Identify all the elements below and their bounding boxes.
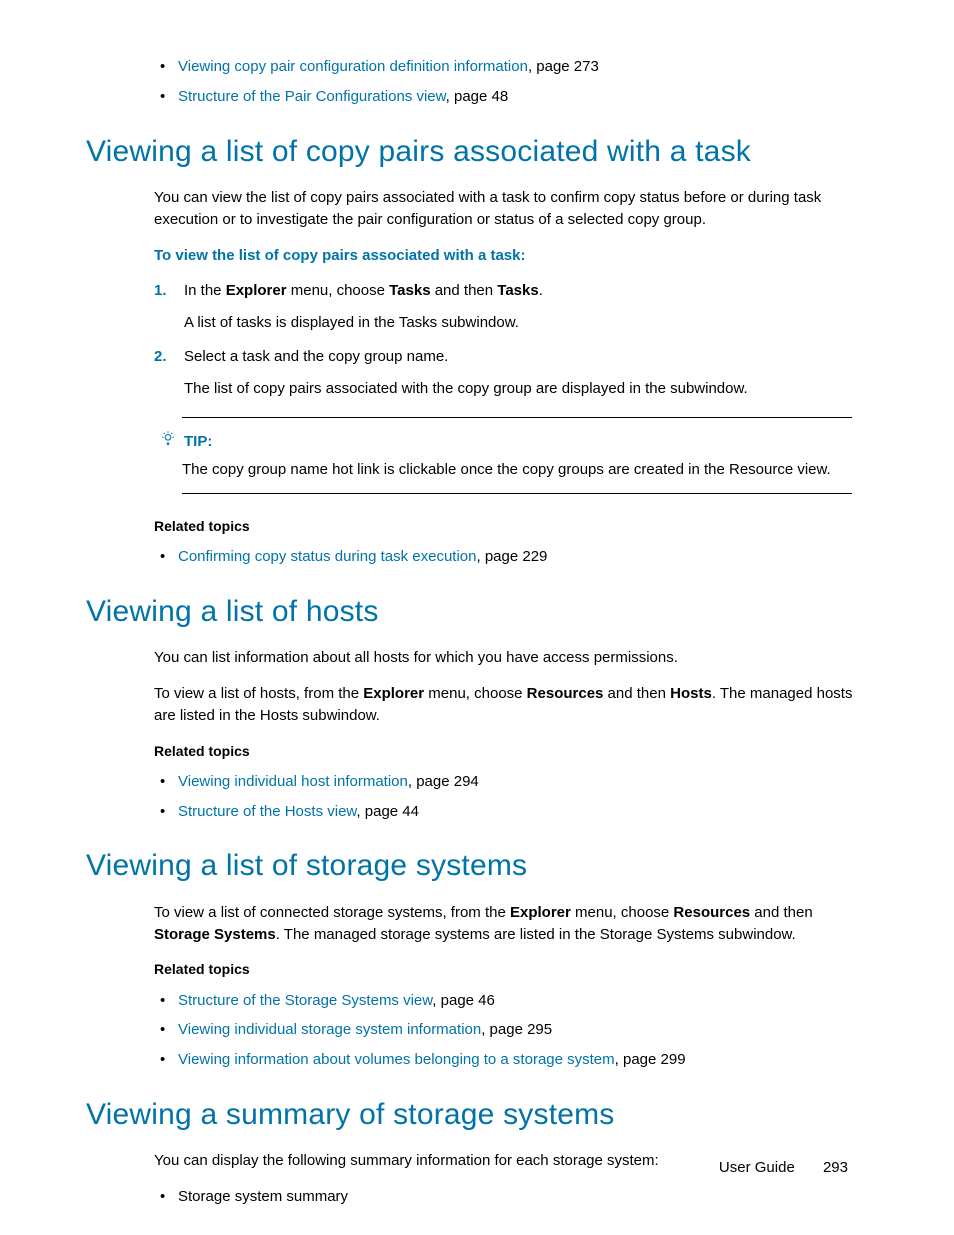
procedure-steps: In the Explorer menu, choose Tasks and t… [154, 280, 868, 399]
xref-link[interactable]: Confirming copy status during task execu… [178, 548, 476, 565]
xref-link[interactable]: Viewing copy pair configuration definiti… [178, 58, 528, 75]
list-item: Viewing information about volumes belong… [154, 1049, 868, 1071]
step-text: In the Explorer menu, choose Tasks and t… [184, 282, 543, 299]
xref-link[interactable]: Viewing information about volumes belong… [178, 1051, 615, 1068]
list-item: Viewing copy pair configuration definiti… [154, 56, 868, 78]
xref-link[interactable]: Structure of the Pair Configurations vie… [178, 88, 446, 105]
tip-label: TIP: [184, 431, 212, 453]
xref-link[interactable]: Viewing individual storage system inform… [178, 1021, 481, 1038]
page-number: 293 [823, 1159, 848, 1176]
page-ref: , page 48 [446, 88, 509, 105]
list-item: Structure of the Pair Configurations vie… [154, 86, 868, 108]
xref-link[interactable]: Structure of the Hosts view [178, 803, 356, 820]
footer-label: User Guide [719, 1159, 795, 1176]
list-item: Confirming copy status during task execu… [154, 546, 868, 568]
tip-icon [160, 430, 176, 453]
section-heading: Viewing a list of hosts [86, 590, 868, 634]
xref-link[interactable]: Structure of the Storage Systems view [178, 992, 432, 1009]
page-ref: , page 299 [615, 1051, 686, 1068]
related-topics-heading: Related topics [154, 741, 868, 761]
page-ref: , page 294 [408, 773, 479, 790]
page-ref: , page 46 [432, 992, 495, 1009]
tip-box: TIP: The copy group name hot link is cli… [182, 417, 852, 494]
section-heading: Viewing a list of storage systems [86, 844, 868, 888]
step-text: Select a task and the copy group name. [184, 348, 448, 365]
tip-rule [182, 493, 852, 494]
body-paragraph: To view a list of hosts, from the Explor… [154, 683, 868, 727]
tip-body: The copy group name hot link is clickabl… [182, 459, 852, 481]
list-item: Viewing individual storage system inform… [154, 1019, 868, 1041]
list-item: Structure of the Hosts view, page 44 [154, 801, 868, 823]
page-ref: , page 44 [356, 803, 419, 820]
procedure-intro: To view the list of copy pairs associate… [154, 245, 868, 267]
step: In the Explorer menu, choose Tasks and t… [154, 280, 868, 334]
intro-paragraph: You can view the list of copy pairs asso… [154, 187, 868, 231]
section-heading: Viewing a list of copy pairs associated … [86, 130, 868, 174]
list-item: Structure of the Storage Systems view, p… [154, 990, 868, 1012]
related-topics-list: Structure of the Storage Systems view, p… [154, 990, 868, 1071]
page-ref: , page 229 [476, 548, 547, 565]
step-result: The list of copy pairs associated with t… [184, 378, 868, 400]
section-heading: Viewing a summary of storage systems [86, 1093, 868, 1137]
summary-list: Storage system summary [154, 1186, 868, 1208]
body-paragraph: You can list information about all hosts… [154, 647, 868, 669]
page-footer: User Guide 293 [719, 1157, 848, 1179]
step: Select a task and the copy group name. T… [154, 346, 868, 400]
step-result: A list of tasks is displayed in the Task… [184, 312, 868, 334]
related-topics-list: Confirming copy status during task execu… [154, 546, 868, 568]
page-ref: , page 273 [528, 58, 599, 75]
related-topics-heading: Related topics [154, 959, 868, 979]
page-ref: , page 295 [481, 1021, 552, 1038]
top-related-list: Viewing copy pair configuration definiti… [154, 56, 868, 108]
related-topics-heading: Related topics [154, 516, 868, 536]
list-item: Storage system summary [154, 1186, 868, 1208]
xref-link[interactable]: Viewing individual host information [178, 773, 408, 790]
related-topics-list: Viewing individual host information, pag… [154, 771, 868, 823]
tip-rule [182, 417, 852, 418]
tip-header: TIP: [160, 430, 852, 453]
list-item: Viewing individual host information, pag… [154, 771, 868, 793]
body-paragraph: To view a list of connected storage syst… [154, 902, 868, 946]
